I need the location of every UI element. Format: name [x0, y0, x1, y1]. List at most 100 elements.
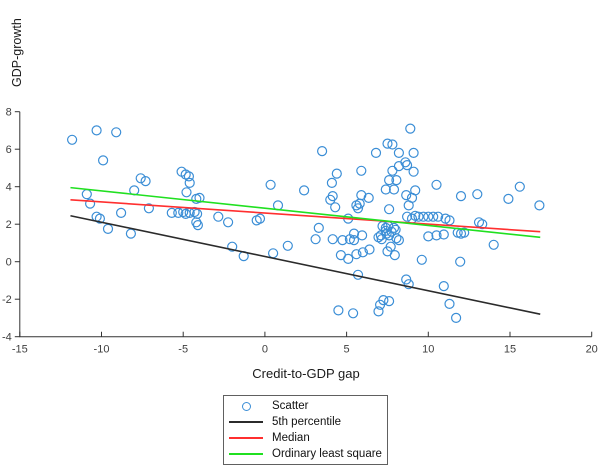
scatter-point [356, 165, 367, 176]
scatter-point [268, 248, 279, 259]
scatter-point [391, 175, 402, 186]
scatter-point [357, 230, 368, 241]
x-tick-label: -5 [178, 344, 188, 356]
scatter-point [143, 203, 154, 214]
scatter-point [173, 207, 184, 218]
fit-lines [70, 186, 541, 315]
scatter-point [310, 234, 321, 245]
scatter-point [357, 247, 368, 258]
scatter-point [337, 235, 348, 246]
scatter-point [348, 308, 359, 319]
y-tick-label: 6 [6, 144, 12, 156]
y-tick-label: -4 [2, 331, 12, 343]
scatter-point [327, 234, 338, 245]
scatter-point [194, 192, 205, 203]
fit-line [70, 199, 541, 233]
scatter-point [317, 146, 328, 157]
scatter-point [393, 235, 404, 246]
legend-label-scatter: Scatter [272, 400, 309, 412]
scatter-point [405, 123, 416, 134]
scatter-point [352, 203, 364, 214]
scatter-point [254, 213, 266, 224]
scatter-point [384, 296, 395, 307]
scatter-point [433, 211, 444, 222]
legend-label-median: Median [272, 432, 310, 444]
scatter-point [227, 241, 238, 252]
scatter-point [378, 295, 389, 306]
scatter-point [213, 211, 224, 222]
scatter-point [331, 168, 342, 179]
scatter-point [416, 254, 427, 265]
scatter-point [97, 155, 109, 166]
scatter-point [402, 211, 413, 222]
scatter-point [184, 177, 195, 188]
scatter-point [389, 250, 400, 261]
scatter-point [111, 127, 122, 138]
scatter-point [282, 240, 293, 251]
x-tick-label: 5 [344, 344, 350, 356]
scatter-point [444, 298, 455, 309]
scatter-point [451, 312, 462, 323]
y-tick-label: 8 [6, 106, 12, 118]
scatter-point [192, 220, 203, 231]
x-tick-label: -10 [94, 344, 110, 356]
scatter-point [81, 189, 92, 200]
legend-item-median: Median [224, 431, 387, 446]
scatter-marker-icon [224, 401, 268, 411]
fit-line [70, 186, 541, 239]
tick-labels: -4 -2 0 2 4 6 8 -15 -10 -5 0 5 10 15 20 [2, 106, 598, 355]
scatter-point [387, 139, 398, 150]
scatter-point [384, 204, 395, 215]
scatter-point [408, 147, 419, 158]
scatter-point [356, 190, 367, 201]
scatter-point [459, 227, 470, 238]
tick-marks [14, 111, 593, 338]
scatter-point [408, 166, 419, 177]
scatter-point [418, 211, 429, 222]
scatter-point [135, 173, 146, 184]
legend-label-ols: Ordinary least square [272, 448, 382, 460]
x-tick-label: 20 [586, 344, 598, 356]
scatter-point [364, 244, 375, 255]
scatter-point [423, 211, 434, 222]
y-tick-label: 4 [6, 181, 12, 193]
scatter-point [472, 189, 483, 200]
x-tick-label: -15 [12, 344, 28, 356]
legend-label-5th-percentile: 5th percentile [272, 416, 342, 428]
line-marker-icon [224, 421, 268, 423]
line-marker-icon [224, 453, 268, 455]
line-marker-icon [224, 437, 268, 439]
scatter-point [351, 249, 362, 260]
scatter-point [503, 193, 514, 204]
scatter-point [183, 171, 194, 182]
scatter-point [382, 138, 393, 149]
y-axis-label: GDP-growth [10, 18, 24, 87]
x-tick-label: 15 [504, 344, 516, 356]
scatter-point [423, 231, 434, 242]
scatter-point [401, 190, 412, 201]
fit-line [70, 214, 541, 315]
scatter-point [488, 239, 499, 250]
scatter-point [380, 184, 391, 195]
scatter-point [333, 305, 344, 316]
scatter-point [373, 306, 384, 317]
scatter-point [223, 217, 234, 228]
scatter-point [140, 176, 151, 187]
scatter-points [66, 123, 545, 323]
scatter-point [455, 256, 466, 267]
scatter-point [455, 191, 467, 202]
scatter-point [84, 198, 96, 209]
scatter-point [181, 187, 192, 198]
y-tick-label: 0 [6, 256, 12, 268]
scatter-point [66, 134, 78, 145]
scatter-point [410, 185, 421, 196]
scatter-point [438, 281, 449, 292]
scatter-point [313, 222, 324, 233]
scatter-point [385, 241, 396, 252]
y-tick-label: 2 [6, 219, 12, 231]
legend-item-5th-percentile: 5th percentile [224, 415, 387, 430]
scatter-point [431, 230, 442, 241]
axis-line [19, 111, 592, 338]
